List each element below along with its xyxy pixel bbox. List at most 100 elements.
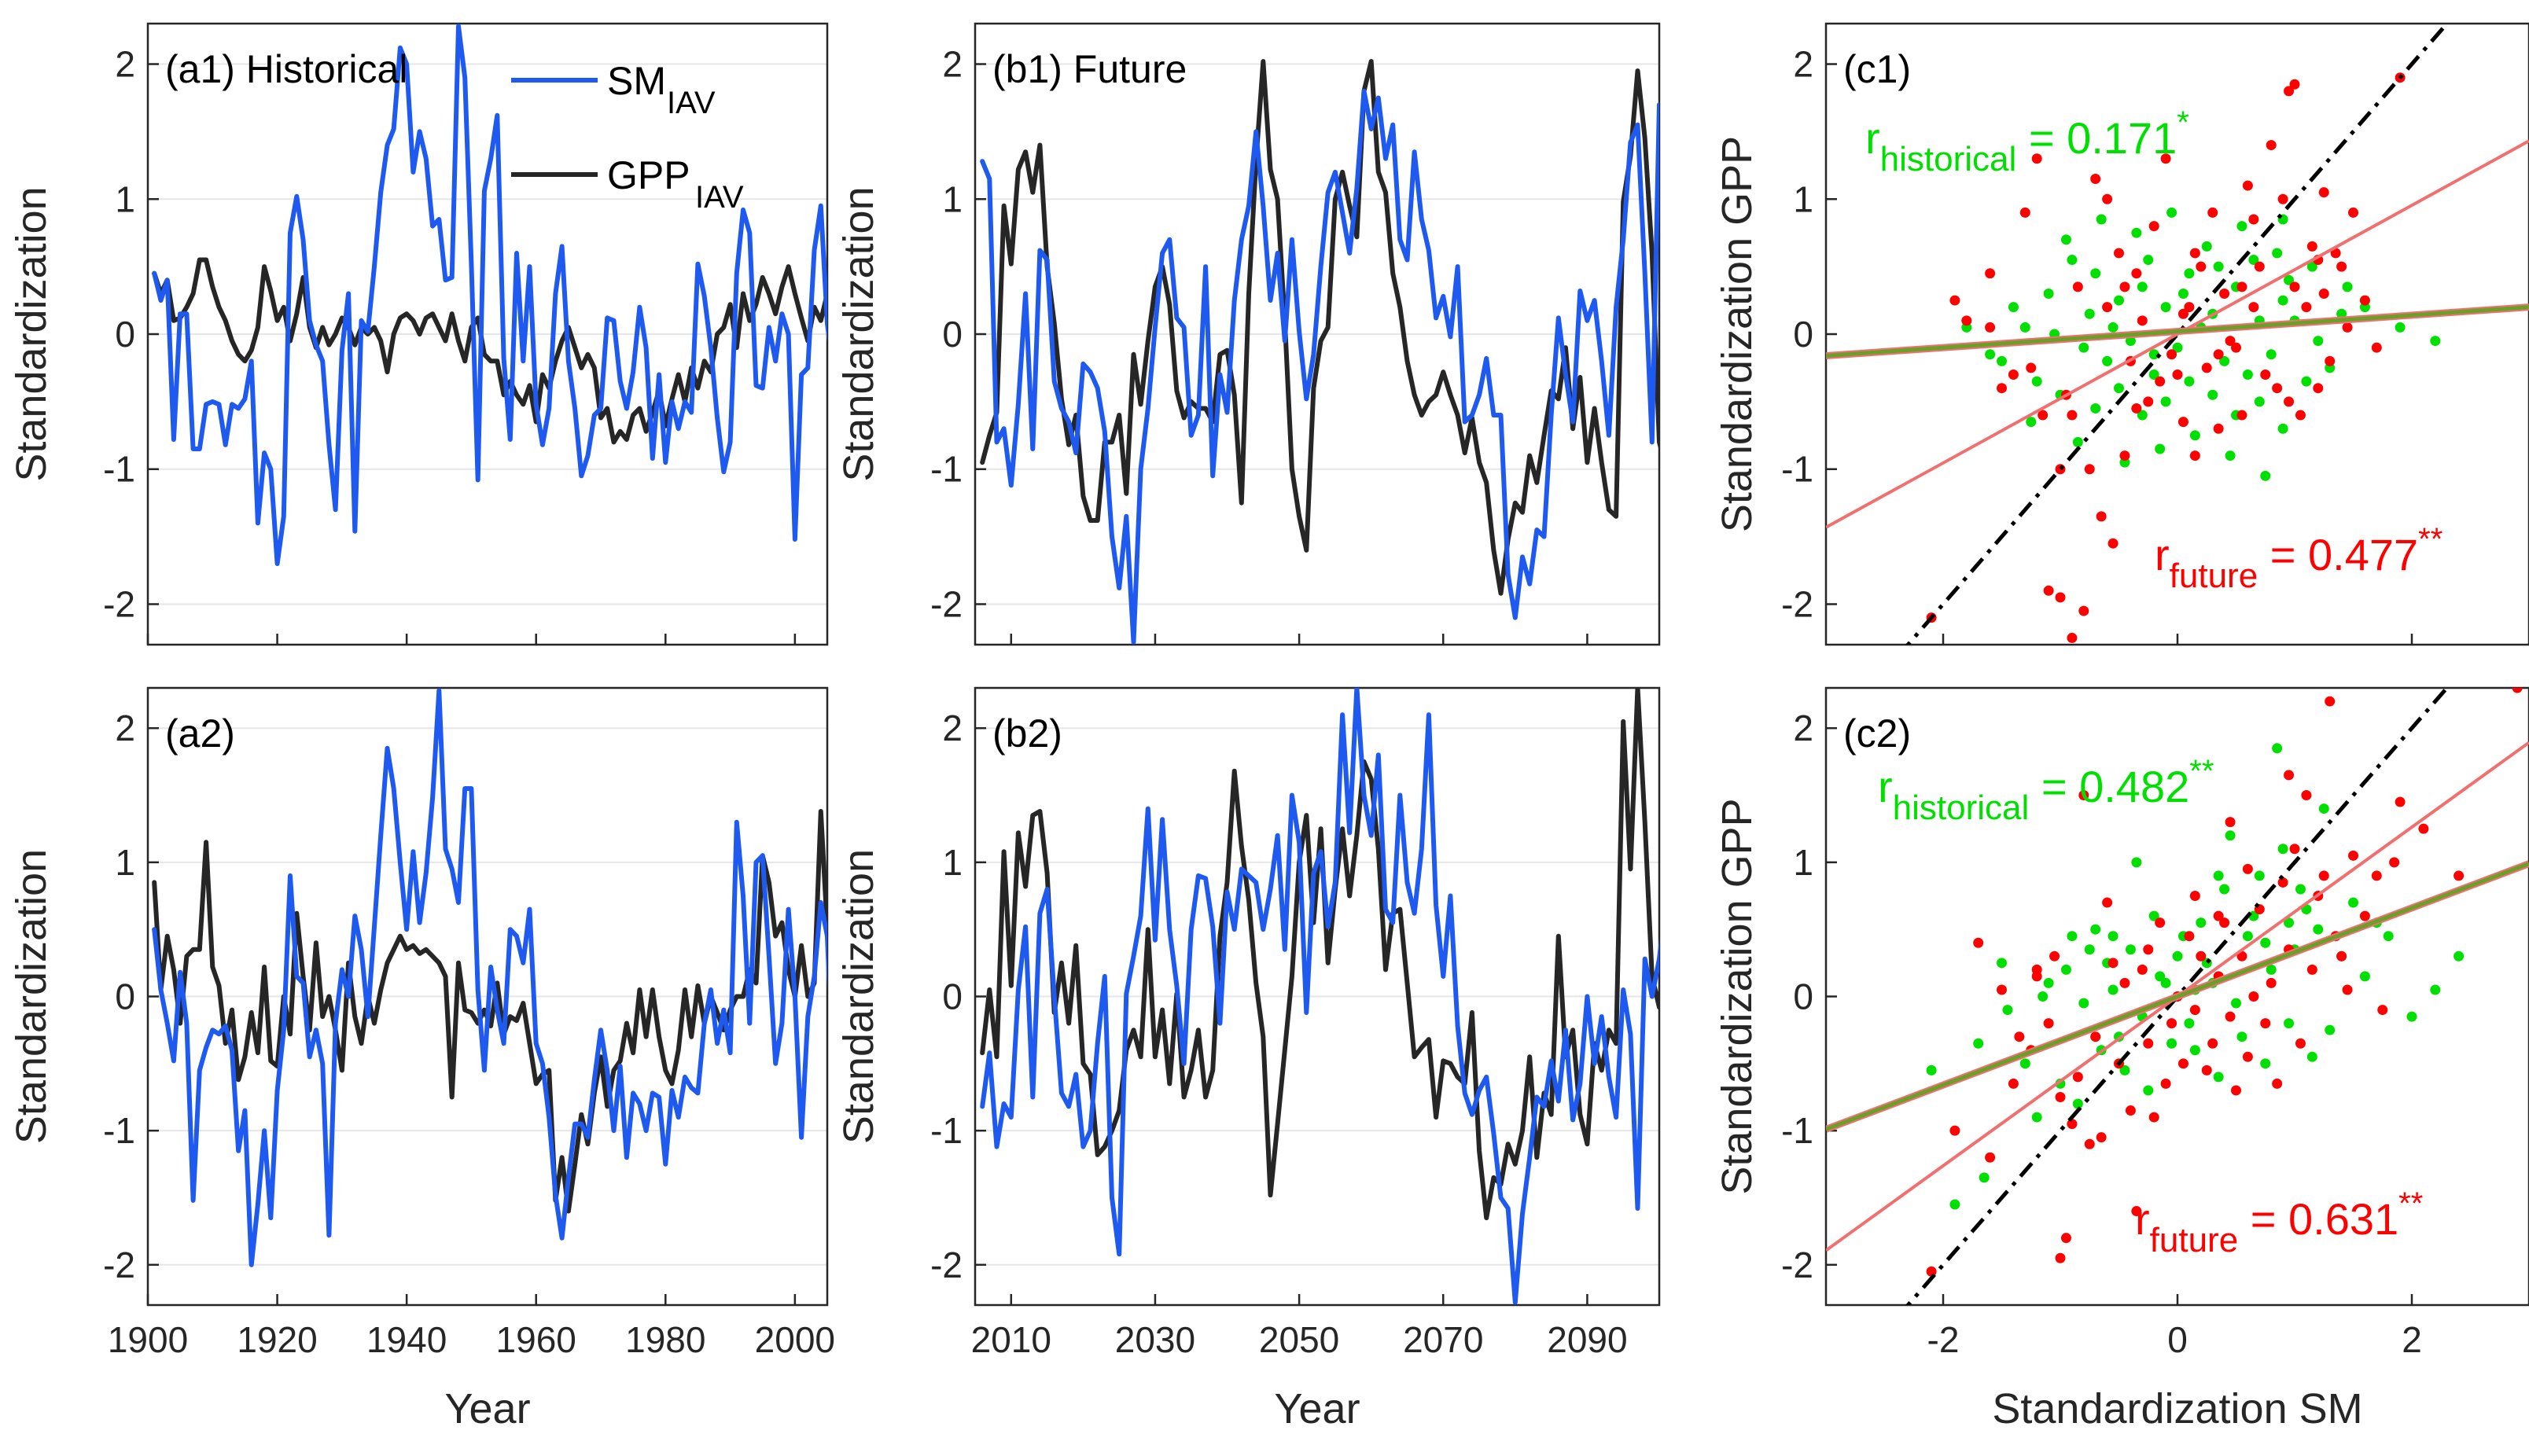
- point-historical: [2260, 1058, 2271, 1069]
- point-future: [2014, 1031, 2025, 1042]
- one-to-one-line: [1905, 24, 2450, 645]
- panel-b2: -2 -1 0 1 2 2010 2030 2050 2070 2090 Standardizati…: [835, 686, 1661, 1432]
- point-future: [2313, 383, 2324, 394]
- panel-label: (c2): [1843, 711, 1911, 756]
- point-future: [2143, 396, 2154, 407]
- y-tick-label: -2: [103, 1245, 135, 1285]
- x-tick-label: 2000: [755, 1319, 835, 1360]
- point-future: [2207, 1038, 2218, 1049]
- point-historical: [2002, 1005, 2013, 1016]
- point-historical: [2143, 255, 2154, 266]
- point-future: [2049, 950, 2060, 961]
- point-historical: [2067, 255, 2078, 266]
- point-historical: [2254, 396, 2265, 407]
- y-tick-label: 0: [942, 976, 963, 1017]
- point-historical: [2348, 897, 2358, 908]
- point-future: [2067, 632, 2078, 643]
- y-tick-label: -1: [103, 1110, 135, 1151]
- point-future: [2072, 281, 2083, 292]
- y-tick-label: -1: [930, 1110, 963, 1151]
- point-historical: [2430, 984, 2441, 995]
- x-tick-label: 1920: [237, 1319, 317, 1360]
- panel-label: (a2): [165, 711, 235, 756]
- point-historical: [2031, 376, 2042, 387]
- point-historical: [2148, 370, 2159, 381]
- point-future: [2336, 950, 2347, 961]
- point-historical: [2102, 355, 2113, 366]
- r-value: = 0.171: [2016, 113, 2177, 163]
- point-future: [2096, 1132, 2107, 1143]
- plot-area: [1826, 688, 2529, 1305]
- point-historical: [1985, 349, 1996, 360]
- point-future: [2213, 349, 2224, 360]
- point-historical: [2225, 830, 2236, 841]
- point-historical: [2295, 884, 2306, 895]
- point-future: [2348, 850, 2358, 861]
- point-historical: [2143, 1085, 2154, 1096]
- point-future: [1997, 984, 2007, 995]
- y-tick-label: -2: [103, 583, 135, 624]
- point-future: [2260, 370, 2271, 381]
- point-historical: [2284, 917, 2295, 928]
- point-historical: [2096, 214, 2107, 225]
- y-tick-label: 1: [1793, 178, 1813, 219]
- point-future: [2131, 268, 2142, 279]
- point-historical: [2137, 410, 2148, 421]
- point-future: [2143, 944, 2154, 955]
- point-historical: [2236, 221, 2247, 232]
- x-tick-label: 2: [2402, 1319, 2422, 1360]
- point-historical: [2177, 288, 2188, 299]
- point-future: [2177, 417, 2188, 428]
- point-historical: [2184, 1018, 2195, 1029]
- point-historical: [2072, 436, 2083, 447]
- point-historical: [1997, 355, 2007, 366]
- y-tick-label: 1: [115, 178, 135, 219]
- series-line-sm: [152, 688, 827, 1267]
- point-future: [2272, 383, 2283, 394]
- point-future: [2371, 342, 2382, 353]
- r-symbol: r: [1878, 762, 1893, 811]
- point-future: [2225, 336, 2236, 347]
- point-future: [2272, 1078, 2283, 1089]
- point-future: [2289, 844, 2300, 855]
- point-historical: [2254, 870, 2265, 881]
- point-future: [2067, 1119, 2078, 1130]
- point-future: [2090, 174, 2101, 184]
- point-future: [2102, 193, 2113, 204]
- plot-area: [152, 24, 827, 566]
- point-historical: [2072, 1098, 2083, 1109]
- series-line-sm: [152, 24, 827, 566]
- x-tick-label: 2050: [1259, 1319, 1339, 1360]
- point-historical: [2160, 977, 2171, 988]
- point-historical: [2430, 336, 2441, 347]
- point-historical: [2219, 884, 2230, 895]
- panel-label: (b2): [992, 711, 1062, 756]
- significance-stars: **: [2189, 754, 2214, 789]
- point-historical: [2043, 977, 2054, 988]
- point-future: [2172, 370, 2183, 381]
- point-historical: [2155, 443, 2166, 454]
- point-historical: [2260, 937, 2271, 948]
- r-subscript: future: [2150, 1221, 2239, 1259]
- point-future: [2318, 187, 2329, 198]
- point-future: [2055, 1091, 2066, 1102]
- point-historical: [2038, 991, 2049, 1002]
- point-future: [2177, 1058, 2188, 1069]
- annotation-r-historical: rhistorical = 0.171*: [1865, 105, 2189, 178]
- r-symbol: r: [1865, 113, 1880, 163]
- y-tick-label: 2: [942, 44, 963, 85]
- point-historical: [2266, 964, 2277, 975]
- point-historical: [2019, 322, 2030, 333]
- point-future: [2219, 917, 2230, 928]
- point-future: [2166, 349, 2177, 360]
- y-tick-label: 2: [1793, 708, 1813, 748]
- point-historical: [2189, 1045, 2200, 1056]
- y-tick-label: 2: [115, 44, 135, 85]
- point-future: [1949, 295, 1960, 306]
- y-axis-label: Standardization: [8, 849, 55, 1144]
- point-future: [2189, 248, 2200, 259]
- legend-label: GPP: [607, 153, 690, 197]
- y-tick-label: 1: [942, 178, 963, 219]
- point-historical: [2166, 207, 2177, 218]
- y-tick-label: 0: [942, 314, 963, 355]
